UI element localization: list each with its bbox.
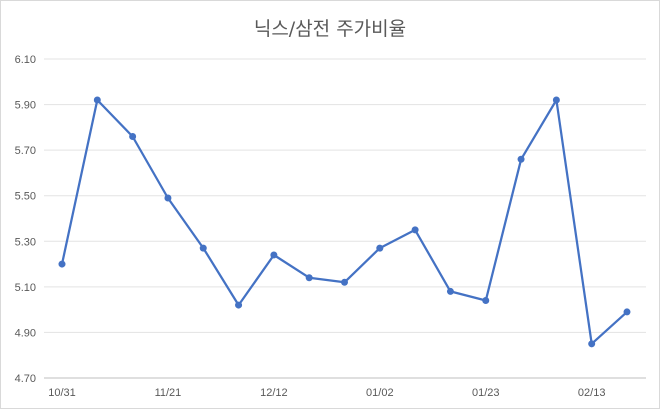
data-point xyxy=(411,226,419,234)
y-tick-label: 5.50 xyxy=(15,191,36,203)
x-tick-label: 11/21 xyxy=(155,387,182,399)
data-point xyxy=(552,96,560,104)
gridlines xyxy=(44,58,646,379)
y-axis-ticks: 6.10 5.90 5.70 5.50 5.30 5.10 4.90 4.70 xyxy=(15,54,36,385)
data-point xyxy=(376,244,384,252)
y-tick-label: 6.10 xyxy=(15,54,36,66)
data-point xyxy=(341,278,348,286)
data-point xyxy=(588,340,596,348)
y-tick-label: 4.90 xyxy=(15,327,36,339)
chart-title: 닉스/삼전 주가비율 xyxy=(253,18,407,40)
x-tick-label: 10/31 xyxy=(48,387,76,399)
y-tick-label: 5.30 xyxy=(15,236,36,248)
x-tick-label: 12/12 xyxy=(260,387,288,399)
data-point xyxy=(93,96,101,104)
y-tick-label: 5.70 xyxy=(15,145,36,157)
series-line xyxy=(60,98,628,345)
series-group xyxy=(58,96,631,348)
data-point xyxy=(129,132,137,140)
x-axis-ticks: 10/31 11/21 12/12 01/02 01/23 02/13 xyxy=(48,387,605,399)
data-point xyxy=(517,155,525,163)
data-point xyxy=(623,308,631,316)
data-point xyxy=(58,260,66,268)
data-point xyxy=(446,287,454,295)
x-tick-label: 01/23 xyxy=(472,387,500,399)
x-tick-label: 01/02 xyxy=(366,387,394,399)
data-point xyxy=(305,274,313,282)
x-tick-label: 02/13 xyxy=(578,387,606,399)
data-point xyxy=(199,244,207,252)
y-tick-label: 4.70 xyxy=(15,373,36,385)
data-point xyxy=(235,301,243,309)
data-point xyxy=(270,251,278,259)
y-tick-label: 5.10 xyxy=(15,282,36,294)
y-tick-label: 5.90 xyxy=(15,100,36,112)
data-point xyxy=(164,194,172,202)
data-point xyxy=(482,297,490,305)
